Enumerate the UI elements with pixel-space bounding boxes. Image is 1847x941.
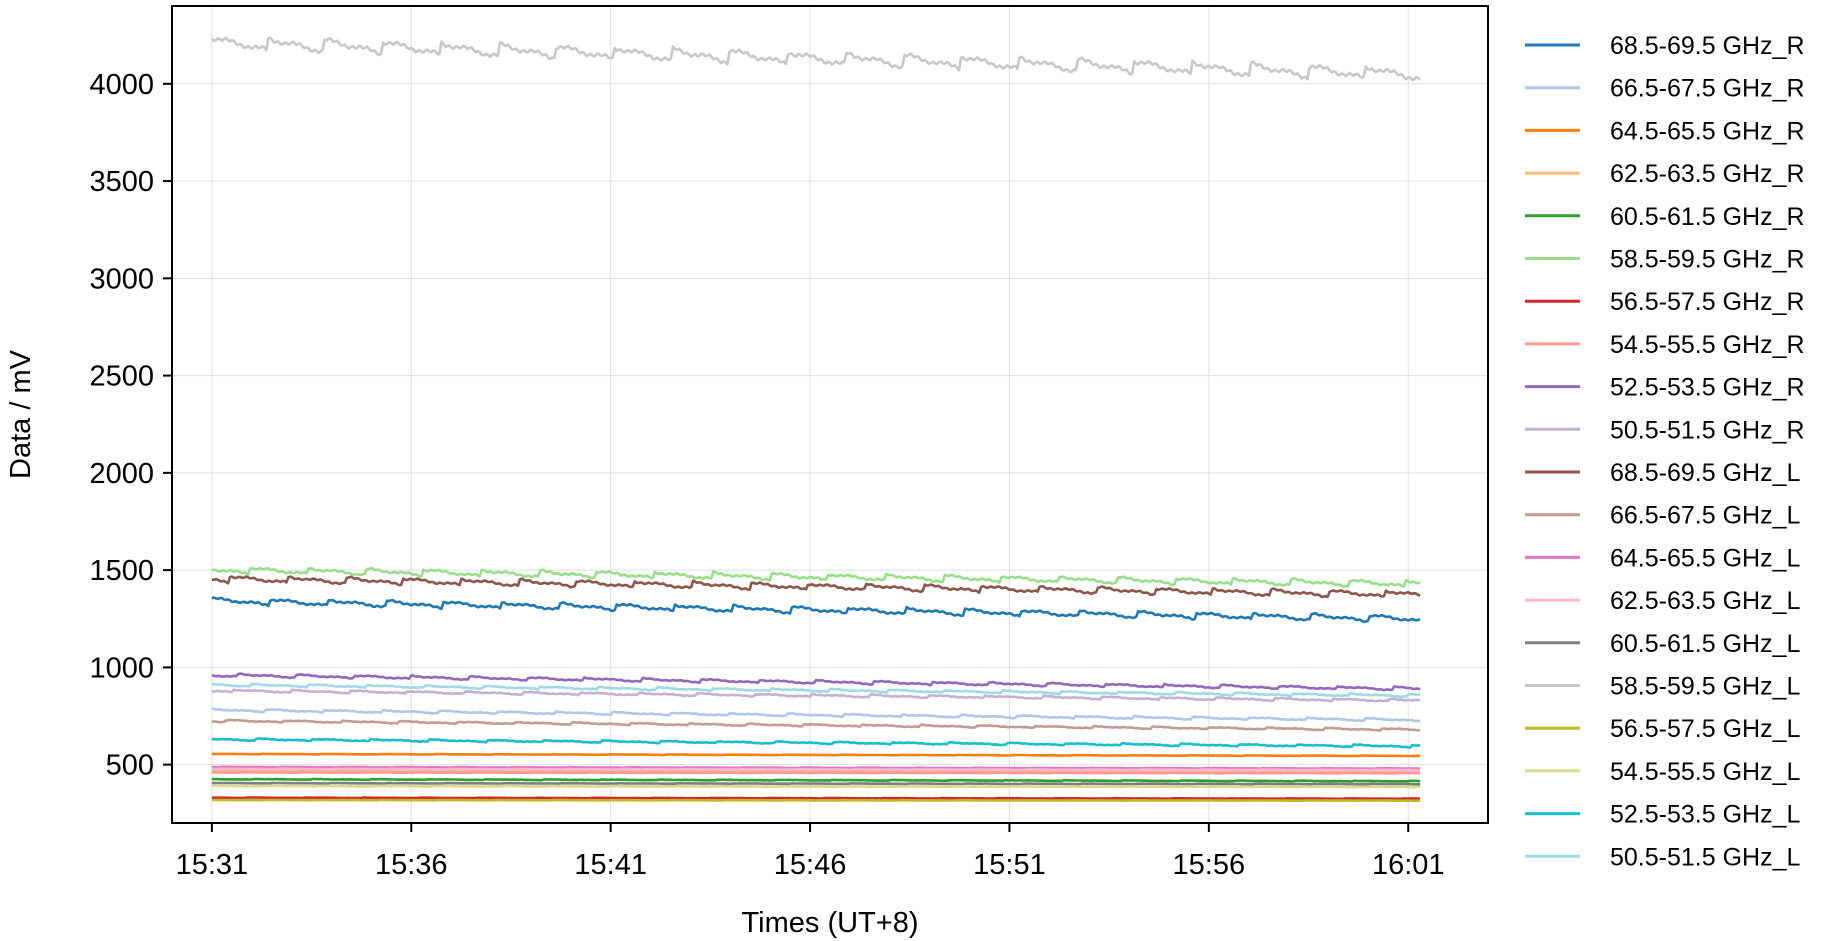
legend-label: 54.5-55.5 GHz_L <box>1610 758 1800 786</box>
grid-lines <box>172 6 1488 823</box>
x-tick-label: 15:46 <box>774 849 847 881</box>
legend-label: 56.5-57.5 GHz_R <box>1610 288 1805 316</box>
legend-label: 52.5-53.5 GHz_R <box>1610 374 1805 402</box>
plot-frame <box>172 6 1488 823</box>
series-lines <box>212 38 1420 801</box>
legend-label: 50.5-51.5 GHz_R <box>1610 416 1805 444</box>
series-line <box>212 674 1420 690</box>
x-axis-label: Times (UT+8) <box>742 907 919 939</box>
x-tick-label: 15:41 <box>574 849 647 881</box>
legend-label: 66.5-67.5 GHz_L <box>1610 502 1800 530</box>
series-line <box>212 709 1420 722</box>
y-tick-label: 2500 <box>89 361 154 393</box>
series-line <box>212 772 1420 773</box>
legend-label: 52.5-53.5 GHz_L <box>1610 801 1800 829</box>
x-tick-label: 15:31 <box>176 849 249 881</box>
legend-label: 56.5-57.5 GHz_L <box>1610 715 1800 743</box>
series-line <box>212 798 1420 799</box>
y-tick-label: 500 <box>106 750 154 782</box>
legend-label: 50.5-51.5 GHz_L <box>1610 843 1800 871</box>
series-line <box>212 786 1420 787</box>
series-line <box>212 720 1420 731</box>
legend-label: 60.5-61.5 GHz_R <box>1610 203 1805 231</box>
legend-label: 62.5-63.5 GHz_L <box>1610 587 1800 615</box>
legend: 68.5-69.5 GHz_R 66.5-67.5 GHz_R 64.5-65.5 … <box>1525 32 1805 871</box>
series-line <box>212 738 1420 747</box>
y-tick-label: 3000 <box>89 263 154 295</box>
series-line <box>212 598 1420 622</box>
legend-label: 54.5-55.5 GHz_R <box>1610 331 1805 359</box>
axis-ticks: 15:31 15:36 15:41 15:46 15:51 15:56 16:01 500 10… <box>89 69 1444 881</box>
x-tick-label: 16:01 <box>1372 849 1445 881</box>
x-tick-label: 15:51 <box>973 849 1046 881</box>
series-line <box>212 800 1420 801</box>
y-axis-label: Data / mV <box>5 349 37 479</box>
legend-label: 66.5-67.5 GHz_R <box>1610 75 1805 103</box>
series-line <box>212 769 1420 771</box>
x-tick-label: 15:56 <box>1173 849 1246 881</box>
legend-label: 68.5-69.5 GHz_R <box>1610 32 1805 60</box>
series-line <box>212 783 1420 784</box>
legend-label: 64.5-65.5 GHz_R <box>1610 117 1805 145</box>
y-tick-label: 1000 <box>89 652 154 684</box>
legend-label: 60.5-61.5 GHz_L <box>1610 630 1800 658</box>
y-tick-label: 3500 <box>89 166 154 198</box>
y-tick-label: 4000 <box>89 69 154 101</box>
legend-label: 64.5-65.5 GHz_L <box>1610 544 1800 572</box>
series-line <box>212 38 1420 80</box>
legend-label: 58.5-59.5 GHz_R <box>1610 246 1805 274</box>
legend-label: 62.5-63.5 GHz_R <box>1610 160 1805 188</box>
legend-label: 58.5-59.5 GHz_L <box>1610 673 1800 701</box>
series-line <box>212 779 1420 782</box>
y-tick-label: 2000 <box>89 458 154 490</box>
x-tick-label: 15:36 <box>375 849 448 881</box>
legend-label: 68.5-69.5 GHz_L <box>1610 459 1800 487</box>
y-tick-label: 1500 <box>89 555 154 587</box>
series-line <box>212 754 1420 756</box>
